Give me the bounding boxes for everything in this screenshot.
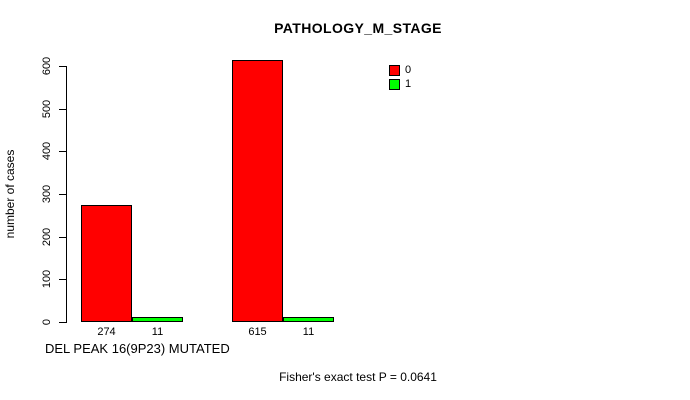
chart-title: PATHOLOGY_M_STAGE: [274, 20, 442, 36]
bar-series-0-group-2: [232, 60, 283, 322]
y-axis-tick-label: 600: [41, 56, 53, 76]
bar-series-1-group-2: [283, 317, 334, 322]
bar-value-label: 274: [97, 326, 116, 338]
x-axis-title: DEL PEAK 16(9P23) MUTATED: [45, 341, 230, 356]
y-axis-tick: [59, 151, 66, 152]
annotation-pvalue: Fisher's exact test P = 0.0641: [279, 370, 437, 384]
y-axis-tick-label: 200: [41, 227, 53, 247]
y-axis-tick-label: 500: [41, 99, 53, 119]
bar-value-label: 615: [248, 326, 267, 338]
y-axis-tick-label: 400: [41, 141, 53, 161]
y-axis-tick-label: 300: [41, 184, 53, 204]
y-axis-tick: [59, 66, 66, 67]
legend-entry: 0: [389, 64, 411, 76]
bar-series-0-group-1: [81, 205, 132, 322]
legend-label: 1: [405, 78, 412, 90]
y-axis-line: [66, 66, 67, 323]
y-axis-tick: [59, 279, 66, 280]
y-axis-tick: [59, 322, 66, 323]
y-axis-tick: [59, 109, 66, 110]
y-axis-tick-label: 100: [41, 269, 53, 289]
y-axis-tick-label: 0: [41, 318, 53, 326]
legend-swatch-icon: [389, 78, 400, 90]
bar-value-label: 11: [302, 326, 315, 338]
y-axis-tick: [59, 194, 66, 195]
legend-swatch-icon: [389, 64, 400, 76]
legend-label: 0: [405, 64, 412, 76]
bar-value-label: 11: [151, 326, 164, 338]
y-axis-title: number of cases: [3, 149, 17, 239]
legend-entry: 1: [389, 78, 411, 90]
bar-series-1-group-1: [132, 317, 183, 322]
y-axis-tick: [59, 237, 66, 238]
